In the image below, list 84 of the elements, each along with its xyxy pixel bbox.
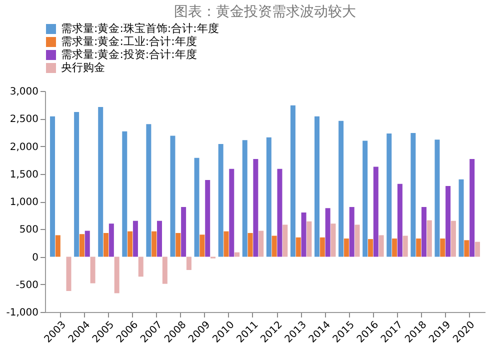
legend-label: 需求量:黄金:投资:合计:年度 (61, 48, 197, 61)
bar (170, 136, 176, 257)
bar (290, 105, 296, 257)
bar (410, 132, 416, 257)
bar (446, 186, 451, 257)
bar (325, 208, 330, 257)
bar (242, 140, 248, 257)
bar (474, 242, 480, 257)
bar (434, 140, 440, 257)
bar (128, 231, 133, 257)
bar (162, 256, 168, 284)
bar (74, 112, 80, 257)
bar (470, 158, 475, 257)
bar (224, 231, 229, 257)
bar (349, 207, 354, 257)
bar (368, 239, 373, 257)
bar (344, 238, 349, 257)
bar (181, 207, 186, 257)
bar (84, 230, 90, 257)
bar (234, 252, 240, 257)
bar (194, 158, 200, 257)
bar (253, 158, 258, 257)
bar (392, 238, 398, 257)
y-tick-label: 2,000 (10, 142, 38, 153)
y-tick-label: -1,000 (6, 308, 38, 318)
bar (218, 144, 224, 257)
bar (464, 240, 470, 257)
bar (132, 220, 138, 257)
bar (66, 256, 72, 292)
bar (314, 116, 320, 257)
bar (282, 224, 288, 257)
bar (176, 232, 181, 257)
y-tick-label: 0 (32, 252, 38, 264)
bar (458, 179, 464, 257)
bar (378, 235, 384, 257)
legend-label: 央行购金 (61, 61, 105, 74)
bar (108, 224, 114, 257)
bar (90, 256, 96, 284)
bar (306, 221, 312, 257)
bar (138, 256, 144, 277)
y-tick-label: 500 (19, 224, 38, 236)
bar (440, 238, 446, 257)
bar (301, 212, 306, 257)
bar (98, 107, 104, 257)
bar (320, 237, 325, 257)
bar (362, 140, 368, 257)
bar (296, 237, 301, 257)
bar (146, 124, 152, 257)
bar (450, 220, 456, 257)
y-tick-label: 3,000 (10, 86, 38, 98)
bar (79, 234, 84, 257)
bar (402, 236, 408, 257)
bar (272, 236, 277, 257)
bar (354, 224, 360, 257)
bar (205, 180, 210, 257)
y-tick-label: -500 (16, 280, 38, 291)
bar (229, 168, 234, 257)
legend-label: 需求量:黄金:珠宝首饰:合计:年度 (61, 22, 219, 35)
bar (266, 137, 272, 257)
bar (258, 230, 264, 257)
legend-label: 需求量:黄金:工业:合计:年度 (61, 35, 197, 48)
bar (277, 168, 282, 257)
bar (186, 256, 192, 270)
bar (157, 220, 162, 257)
bar (416, 238, 422, 257)
bar (386, 134, 392, 257)
y-tick-label: 1,500 (10, 169, 38, 180)
bar (152, 231, 157, 257)
bar (338, 120, 344, 257)
bar (248, 232, 253, 257)
bar (122, 131, 128, 257)
bar (114, 256, 120, 294)
bar (200, 234, 205, 257)
bar (50, 116, 56, 257)
chart-title: 图表：黄金投资需求波动较大 (174, 4, 356, 20)
bar (421, 207, 426, 257)
y-tick-label: 1,000 (10, 197, 38, 208)
bar (426, 220, 432, 257)
bar (55, 235, 60, 257)
bar (104, 232, 109, 257)
bar (373, 166, 378, 257)
bar (397, 184, 402, 257)
y-tick-label: 2,500 (10, 114, 38, 126)
bar (330, 224, 336, 257)
